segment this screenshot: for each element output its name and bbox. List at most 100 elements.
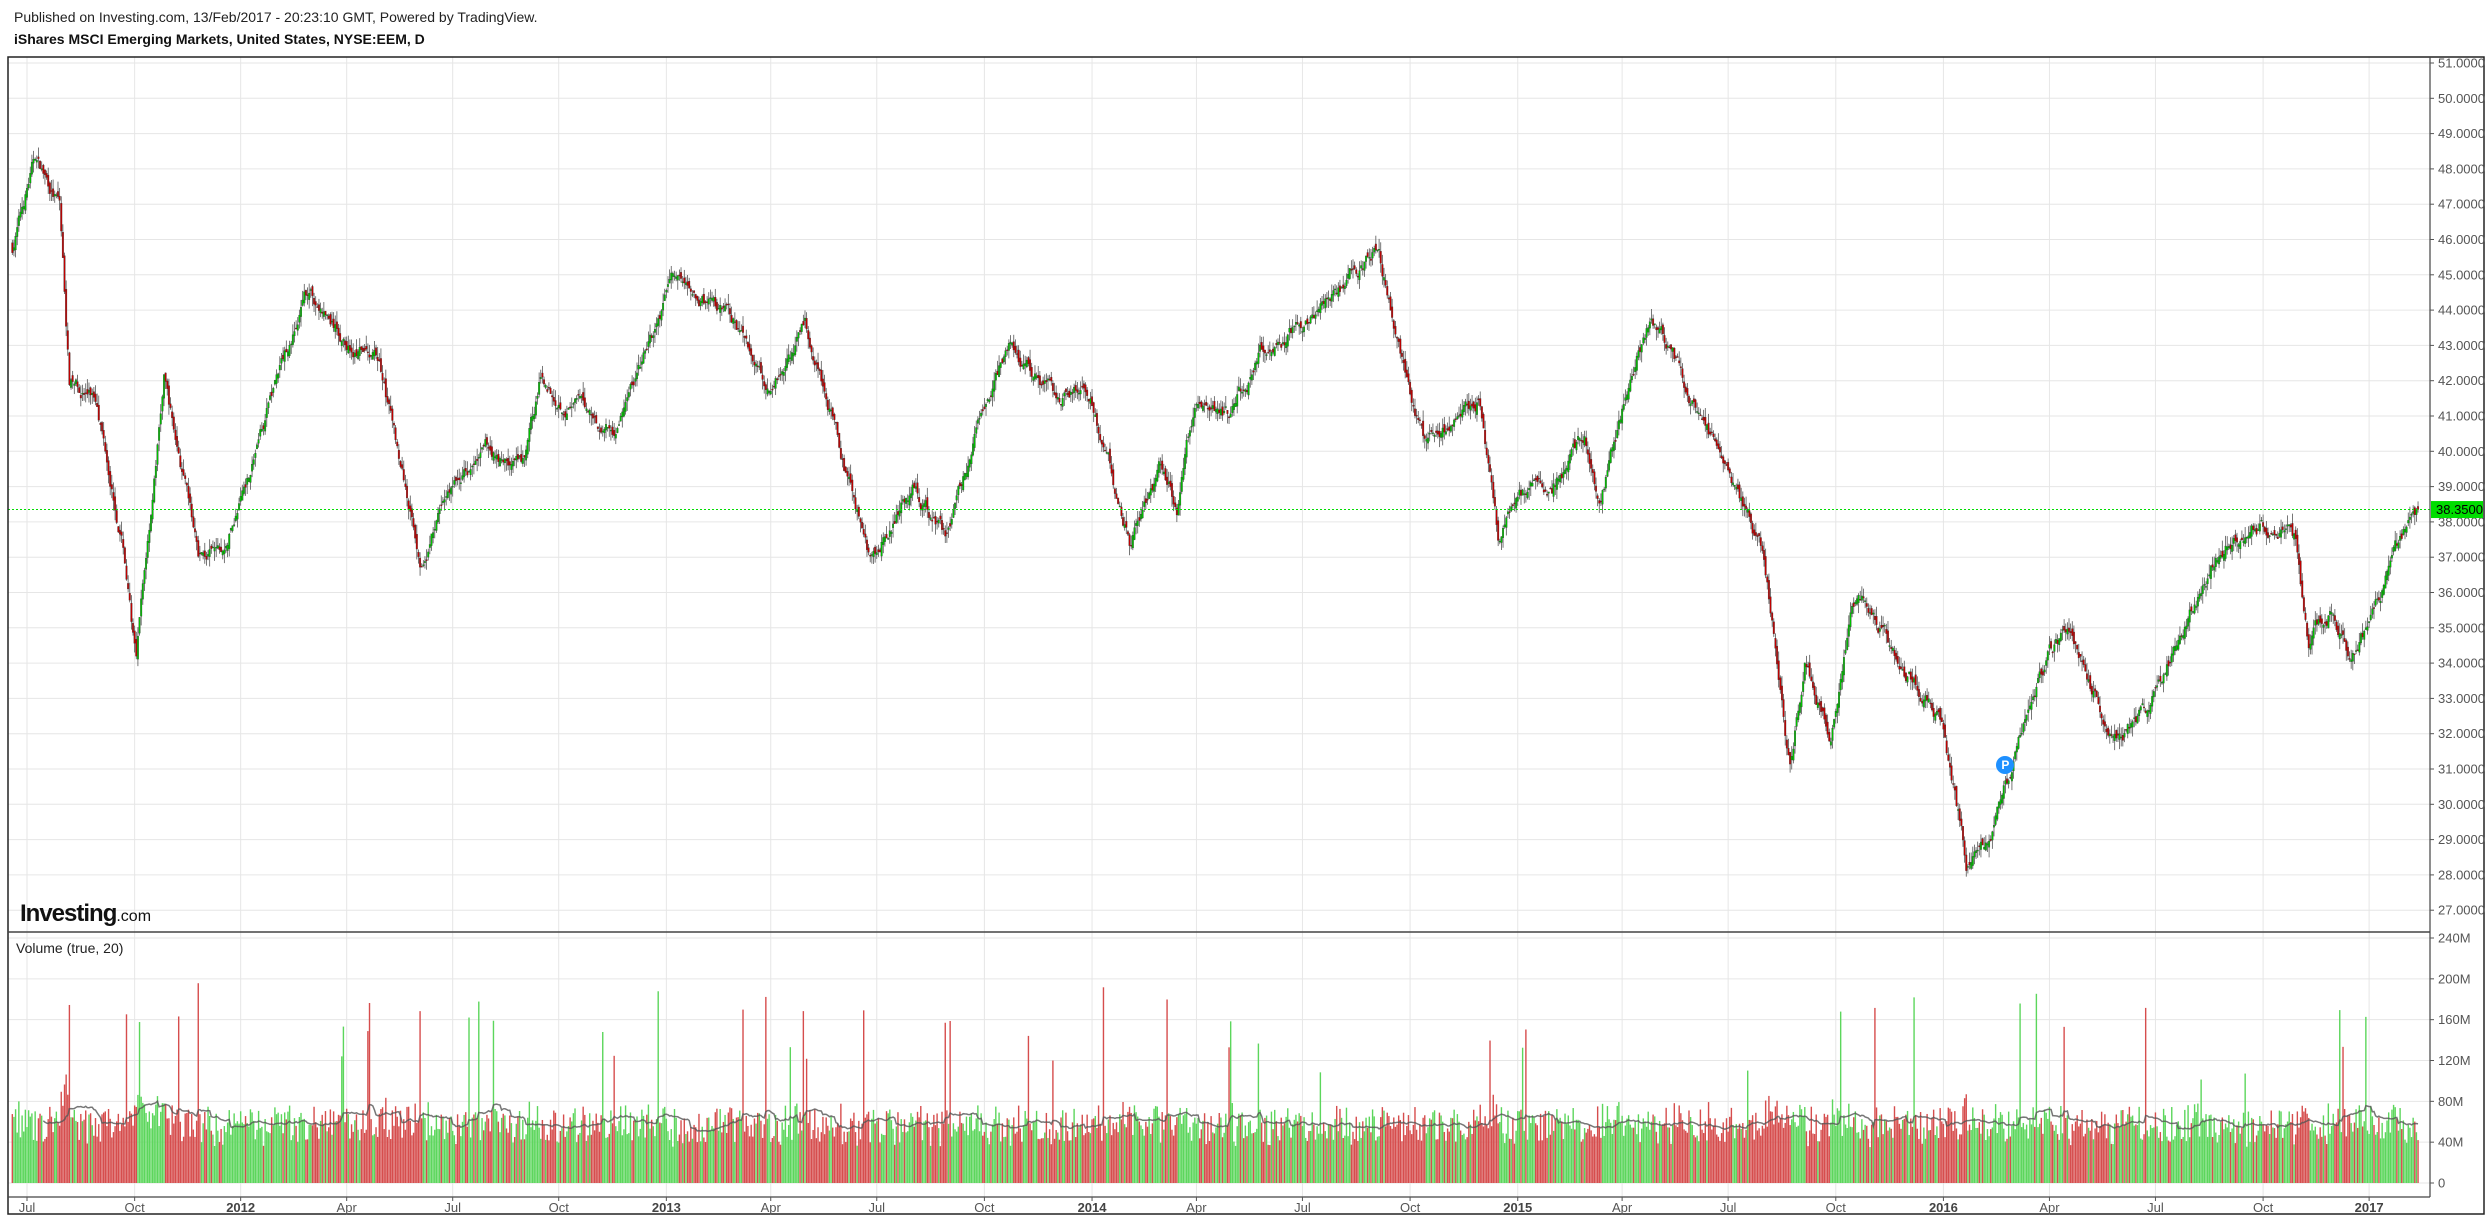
volume-bar (1092, 1118, 1095, 1183)
volume-bar (781, 1122, 783, 1183)
volume-bar (40, 1115, 43, 1183)
candle-body (406, 485, 408, 499)
candle-body (2198, 593, 2201, 599)
candle-body (1490, 475, 1493, 483)
volume-bar (2161, 1141, 2163, 1183)
candle-body (314, 301, 317, 306)
candle-body (1681, 368, 1684, 378)
candle-body (1329, 298, 1332, 301)
candle-body (2374, 599, 2377, 606)
volume-bar (1357, 1140, 1359, 1183)
candle-body (1109, 448, 1111, 464)
candle-body (396, 441, 399, 447)
volume-bar (856, 1145, 858, 1183)
volume-bar (753, 1118, 756, 1183)
time-axis[interactable]: Jul Oct 2012 Apr Jul Oct 2013 Apr Jul Oct 2014 Apr J… (19, 1197, 2384, 1215)
candle-body (2408, 516, 2411, 520)
candle-body (1797, 710, 1800, 720)
volume-bar (1885, 1121, 1888, 1183)
volume-bar (681, 1143, 684, 1183)
candle-body (2118, 733, 2121, 740)
candle-body (2087, 679, 2090, 682)
candle-body (1772, 621, 1775, 634)
volume-bar (1828, 1136, 1830, 1183)
volume-bar (1970, 1130, 1972, 1183)
candle-body (516, 454, 519, 460)
volume-bar (1373, 1116, 1375, 1183)
volume-bar (500, 1117, 503, 1183)
candle-body (549, 387, 552, 394)
candle-body (1420, 424, 1423, 426)
event-marker-icon[interactable]: P (1996, 756, 2015, 775)
candle-body (89, 387, 92, 396)
volume-bar (476, 1118, 478, 1183)
candle-body (1717, 443, 1720, 449)
candle-body (774, 378, 777, 389)
candle-body (291, 334, 294, 345)
volume-bar (546, 1134, 548, 1183)
candle-body (1849, 612, 1852, 628)
volume-bar (1192, 1122, 1194, 1183)
candle-body (1497, 520, 1500, 541)
candle-body (26, 188, 28, 198)
volume-bar (1474, 1120, 1477, 1183)
candle-body (451, 485, 454, 488)
volume-bar (621, 1135, 624, 1183)
volume-bar (140, 1096, 142, 1183)
volume-bar (2107, 1122, 2109, 1183)
volume-bar (1174, 1125, 1176, 1183)
candle-body (2240, 537, 2243, 541)
volume-bar (1172, 1135, 1175, 1183)
volume-bar (2206, 1136, 2209, 1183)
candle-body (1648, 321, 1651, 329)
volume-bar (1520, 1109, 1522, 1183)
candle-body (2317, 619, 2320, 625)
candle-body (329, 314, 332, 325)
volume-bar (734, 1141, 736, 1183)
volume-bar (1181, 1123, 1183, 1183)
price-axis[interactable]: 51.000050.000049.000048.000047.000046.00… (2430, 56, 2485, 918)
candle-body (530, 417, 532, 430)
candle-body (825, 393, 828, 400)
volume-bar (2252, 1119, 2255, 1183)
candle-body (1022, 363, 1025, 370)
volume-bar (411, 1135, 413, 1183)
candle-body (1014, 345, 1017, 353)
candle-body (1795, 717, 1798, 727)
volume-bar (1355, 1116, 1357, 1183)
candle-body (818, 369, 821, 371)
volume-bar (2074, 1121, 2077, 1183)
volume-bar (2360, 1110, 2362, 1183)
candle-body (629, 384, 632, 390)
candle-body (1448, 426, 1451, 431)
volume-bar (253, 1120, 255, 1183)
volume-bar (2250, 1117, 2253, 1183)
volume-bar (2094, 1128, 2096, 1183)
candle-body (1852, 602, 1855, 607)
volume-bar (1733, 1138, 1736, 1183)
volume-bar (1959, 1134, 1961, 1183)
candle-body (1112, 469, 1115, 486)
volume-bar (2087, 1127, 2090, 1183)
candle-body (1702, 416, 1705, 421)
volume-bar (1689, 1117, 1692, 1183)
candle-body (2342, 630, 2344, 635)
volume-bar (1949, 1108, 1951, 1183)
volume-bar (2335, 1122, 2338, 1183)
volume-bar (1463, 1133, 1465, 1183)
volume-bar (287, 1111, 289, 1183)
volume-bar (42, 1141, 45, 1183)
candle-body (2312, 627, 2315, 639)
candle-body (696, 295, 699, 301)
volume-bar (67, 1094, 69, 1183)
volume-bar (2113, 1123, 2116, 1183)
volume-bar (2035, 993, 2038, 1183)
volume-bar (1655, 1131, 1658, 1183)
candle-body (1206, 407, 1209, 410)
volume-bar (1205, 1144, 1207, 1183)
volume-bar (1534, 1123, 1537, 1183)
volume-bar (298, 1117, 301, 1183)
candle-body (487, 447, 490, 449)
